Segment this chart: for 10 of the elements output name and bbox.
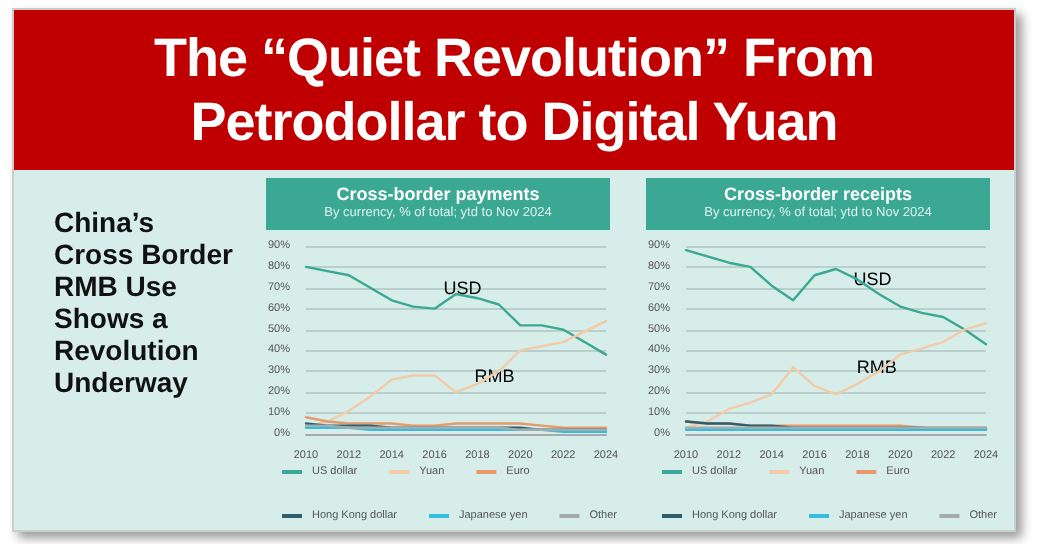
annotation: USD bbox=[443, 277, 483, 298]
annotation: USD bbox=[853, 269, 893, 290]
line-series bbox=[684, 248, 988, 346]
chart-title: Cross-border receipts bbox=[721, 182, 915, 204]
chart-title: Cross-border payments bbox=[334, 182, 542, 204]
text: China’s Cross Border RMB Use Shows a Revolution Underway bbox=[54, 206, 235, 398]
line-series bbox=[304, 265, 608, 356]
text: The “Quiet Revolution” From Petrodollar to Digital Yuan bbox=[14, 10, 1014, 170]
line-series bbox=[684, 322, 988, 429]
annotation: RMB bbox=[856, 357, 897, 378]
